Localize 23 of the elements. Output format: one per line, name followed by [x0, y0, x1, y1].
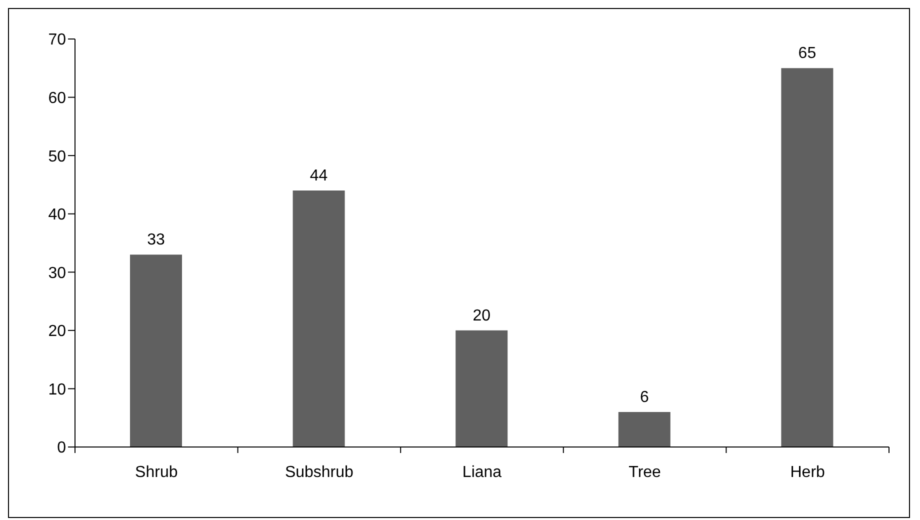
x-tick-label: Herb — [790, 464, 826, 481]
bar — [618, 412, 670, 447]
y-tick-label: 10 — [48, 381, 66, 398]
y-tick-label: 60 — [48, 90, 66, 107]
bar — [781, 68, 834, 447]
y-tick-label: 30 — [48, 264, 66, 282]
data-label: 6 — [640, 389, 649, 406]
y-tick-label: 70 — [48, 32, 66, 49]
data-label: 20 — [472, 307, 491, 324]
x-tick-label: Tree — [628, 464, 662, 481]
x-tick-label: Liana — [462, 464, 502, 481]
bar — [130, 254, 182, 447]
y-tick-label: 40 — [48, 206, 66, 224]
x-tick-label: Shrub — [135, 464, 178, 481]
y-tick-label: 20 — [48, 323, 66, 340]
y-tick-label: 0 — [57, 440, 66, 457]
bar — [292, 190, 345, 447]
x-tick-label: Subshrub — [284, 464, 354, 481]
y-tick-label: 50 — [48, 148, 66, 166]
data-label: 65 — [798, 45, 816, 62]
data-label: 44 — [310, 168, 328, 185]
bar — [456, 330, 508, 447]
data-label: 33 — [147, 232, 165, 249]
